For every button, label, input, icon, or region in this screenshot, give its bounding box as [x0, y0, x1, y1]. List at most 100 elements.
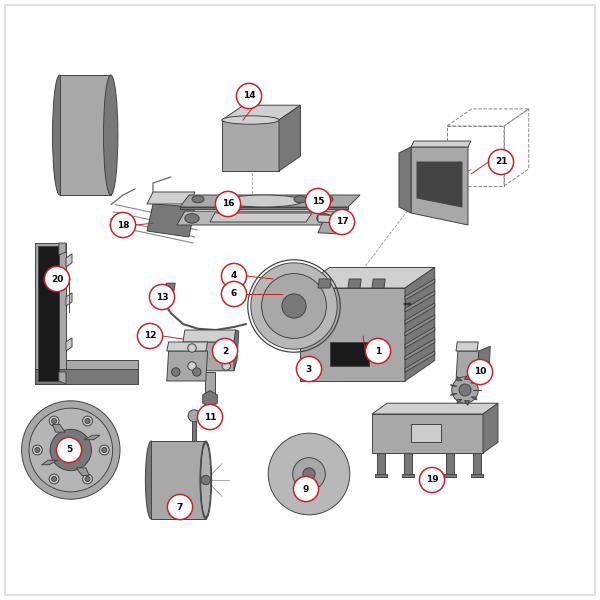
- Circle shape: [222, 362, 230, 370]
- Circle shape: [221, 281, 247, 307]
- Polygon shape: [165, 283, 175, 291]
- Text: 20: 20: [51, 275, 63, 283]
- Polygon shape: [483, 403, 498, 453]
- Text: 10: 10: [474, 367, 486, 377]
- Ellipse shape: [50, 430, 91, 470]
- Polygon shape: [405, 303, 435, 324]
- Polygon shape: [76, 468, 89, 476]
- Polygon shape: [464, 374, 469, 379]
- Polygon shape: [399, 186, 411, 192]
- Polygon shape: [372, 414, 483, 453]
- Polygon shape: [66, 338, 72, 351]
- Circle shape: [49, 416, 59, 426]
- Text: 21: 21: [495, 157, 507, 166]
- Ellipse shape: [262, 274, 326, 338]
- Text: 11: 11: [204, 413, 216, 421]
- Polygon shape: [456, 342, 478, 351]
- Polygon shape: [35, 243, 66, 384]
- Ellipse shape: [200, 441, 212, 519]
- Ellipse shape: [60, 439, 82, 461]
- Polygon shape: [66, 254, 72, 267]
- Circle shape: [149, 284, 175, 310]
- Circle shape: [293, 476, 319, 502]
- Polygon shape: [473, 453, 481, 474]
- Circle shape: [85, 419, 90, 424]
- Polygon shape: [300, 268, 435, 288]
- Polygon shape: [203, 391, 217, 407]
- Text: 2: 2: [222, 346, 228, 355]
- Circle shape: [83, 416, 92, 426]
- Polygon shape: [234, 330, 239, 371]
- Polygon shape: [205, 372, 215, 399]
- Polygon shape: [471, 474, 483, 477]
- Polygon shape: [192, 420, 196, 441]
- Ellipse shape: [294, 196, 306, 203]
- Ellipse shape: [192, 196, 204, 203]
- Polygon shape: [372, 403, 498, 414]
- Text: 1: 1: [375, 346, 381, 355]
- Circle shape: [212, 338, 238, 364]
- Ellipse shape: [29, 408, 113, 492]
- Text: 9: 9: [303, 485, 309, 493]
- Polygon shape: [66, 293, 72, 306]
- Polygon shape: [210, 213, 312, 222]
- Text: 4: 4: [231, 271, 237, 280]
- Polygon shape: [183, 342, 237, 371]
- Polygon shape: [405, 327, 435, 348]
- Polygon shape: [60, 75, 111, 195]
- Ellipse shape: [251, 263, 337, 349]
- Polygon shape: [417, 162, 462, 207]
- Circle shape: [83, 474, 92, 484]
- Polygon shape: [147, 192, 195, 204]
- Ellipse shape: [145, 441, 157, 519]
- Text: 15: 15: [312, 196, 324, 205]
- Text: 16: 16: [222, 199, 234, 208]
- Polygon shape: [405, 351, 435, 372]
- Polygon shape: [399, 168, 411, 174]
- Circle shape: [222, 344, 230, 352]
- Text: 13: 13: [156, 292, 168, 301]
- Polygon shape: [405, 315, 435, 336]
- Polygon shape: [59, 243, 66, 255]
- Text: 19: 19: [425, 475, 439, 485]
- Polygon shape: [457, 376, 462, 380]
- Circle shape: [188, 410, 200, 422]
- Polygon shape: [151, 441, 206, 519]
- Circle shape: [56, 437, 82, 463]
- Ellipse shape: [22, 401, 120, 499]
- Circle shape: [419, 467, 445, 493]
- Ellipse shape: [459, 384, 471, 396]
- Polygon shape: [456, 351, 479, 381]
- Ellipse shape: [282, 294, 306, 318]
- Circle shape: [221, 263, 247, 289]
- Polygon shape: [457, 400, 462, 404]
- Circle shape: [188, 362, 196, 370]
- Polygon shape: [405, 279, 435, 300]
- Circle shape: [35, 448, 40, 452]
- Circle shape: [52, 476, 56, 481]
- Polygon shape: [167, 351, 208, 381]
- Polygon shape: [411, 424, 441, 442]
- Polygon shape: [318, 215, 349, 223]
- Polygon shape: [183, 330, 236, 342]
- Polygon shape: [279, 105, 301, 171]
- Polygon shape: [446, 453, 454, 474]
- Circle shape: [197, 404, 223, 430]
- Polygon shape: [180, 207, 348, 209]
- Polygon shape: [405, 339, 435, 360]
- Polygon shape: [330, 342, 369, 366]
- Circle shape: [305, 188, 331, 214]
- Polygon shape: [471, 380, 477, 383]
- Polygon shape: [300, 288, 405, 381]
- Polygon shape: [451, 385, 457, 386]
- Circle shape: [137, 323, 163, 349]
- Polygon shape: [52, 424, 65, 432]
- Ellipse shape: [104, 75, 118, 195]
- Ellipse shape: [317, 214, 331, 223]
- Text: 6: 6: [231, 289, 237, 298]
- Ellipse shape: [185, 214, 199, 223]
- Circle shape: [52, 419, 56, 424]
- Polygon shape: [177, 211, 348, 225]
- Ellipse shape: [225, 195, 303, 207]
- Polygon shape: [404, 453, 412, 474]
